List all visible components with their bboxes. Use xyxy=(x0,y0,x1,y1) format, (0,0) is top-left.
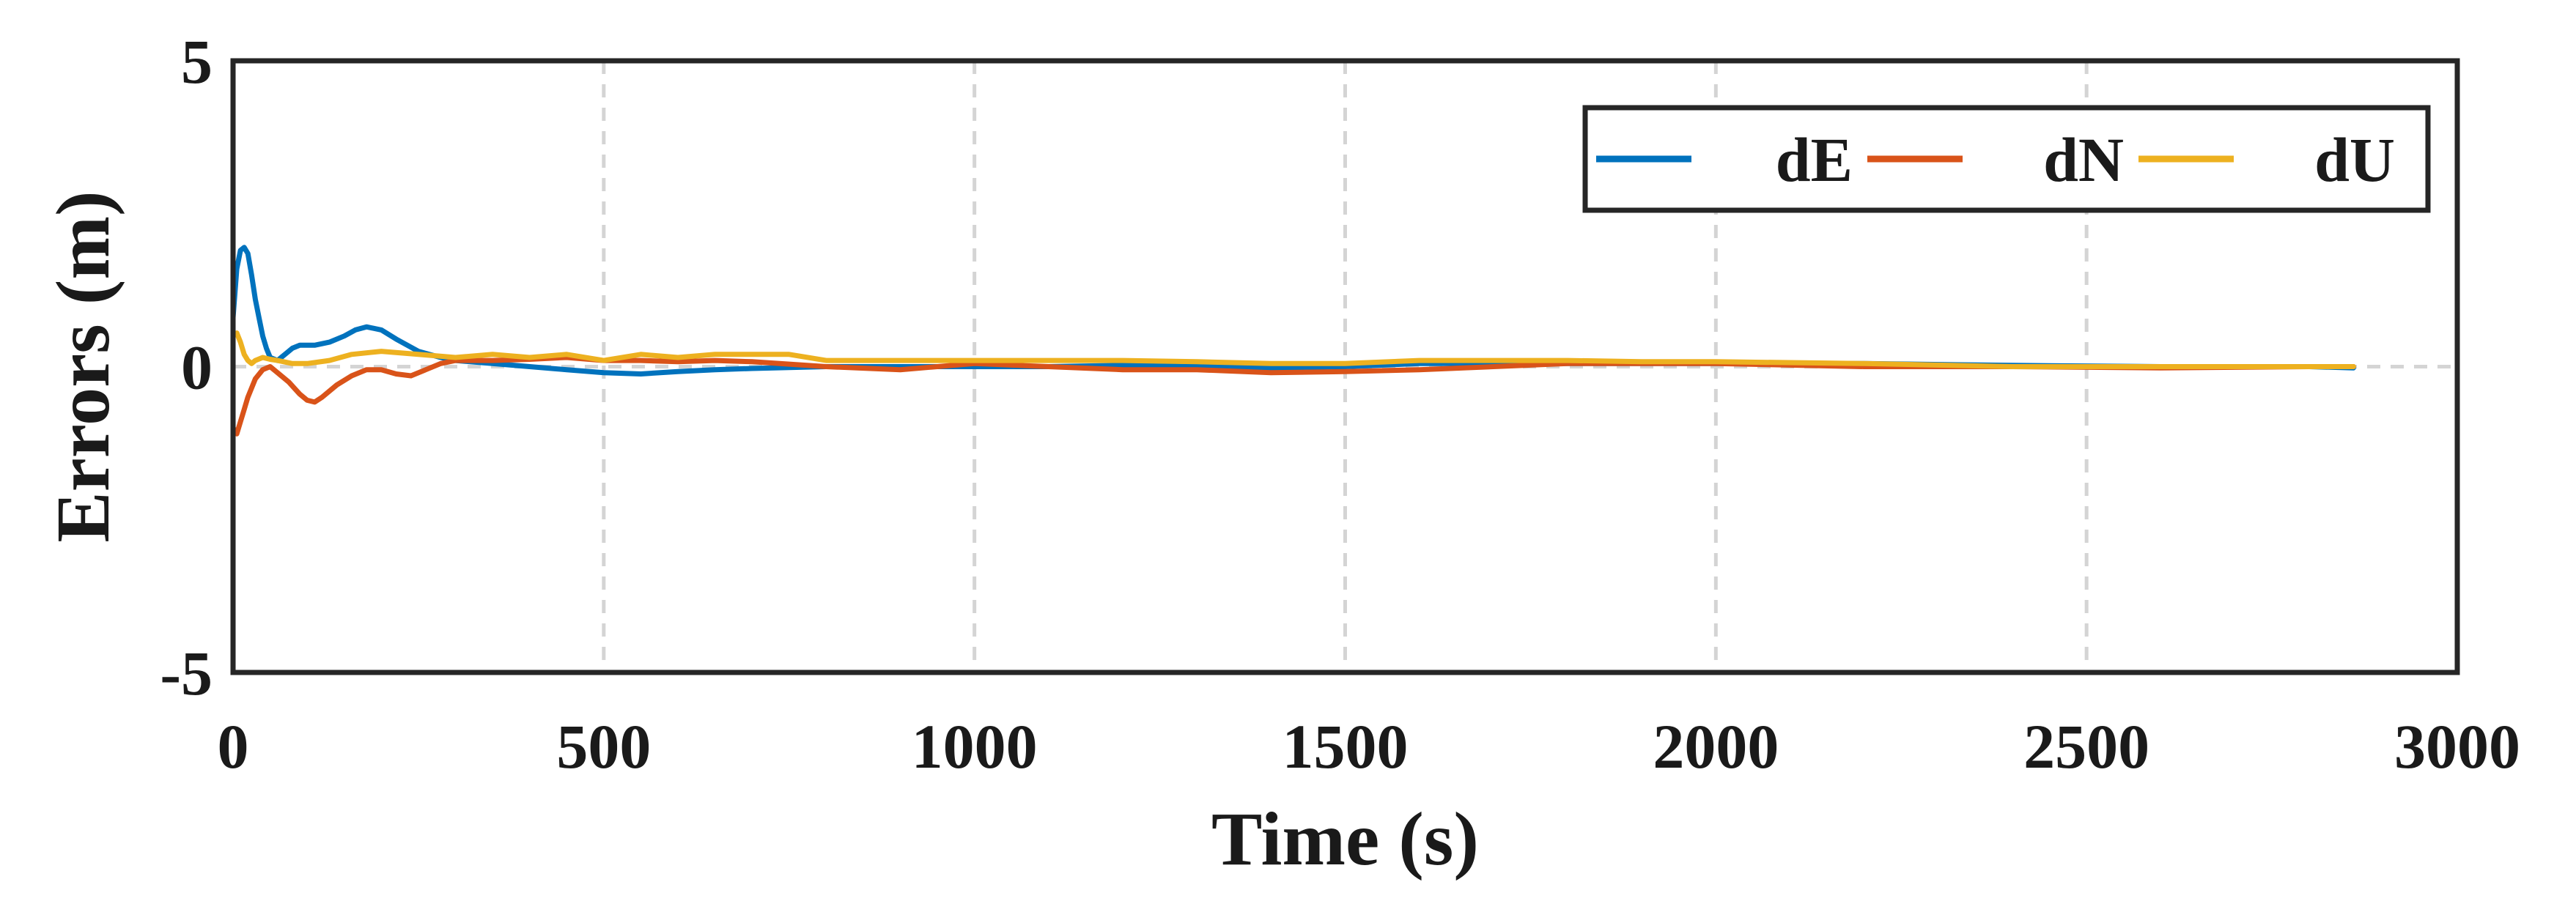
y-tick-label: 0 xyxy=(181,333,213,403)
series-line-dU xyxy=(230,330,2356,369)
legend-box xyxy=(1582,105,2431,213)
plot-frame xyxy=(230,58,2460,675)
x-tick-label: 1500 xyxy=(1283,711,1409,782)
x-axis-label: Time (s) xyxy=(1211,797,1479,881)
x-tick-label: 0 xyxy=(218,711,249,782)
legend-label-dN: dN xyxy=(2043,125,2124,195)
x-tick-label: 1000 xyxy=(912,711,1038,782)
x-tick-label: 3000 xyxy=(2394,711,2520,782)
legend-label-dE: dE xyxy=(1776,125,1853,195)
legend-label-dU: dU xyxy=(2314,125,2395,195)
x-tick-label: 2500 xyxy=(2023,711,2149,782)
x-tick-label: 2000 xyxy=(1653,711,1779,782)
y-tick-labels: -5 0 5 xyxy=(160,26,213,708)
series-line-dE xyxy=(230,245,2356,377)
y-tick-label: 5 xyxy=(181,26,213,97)
y-axis-label: Errors (m) xyxy=(41,190,125,542)
legend: dE dN dU xyxy=(1582,105,2431,213)
x-tick-label: 500 xyxy=(556,711,651,782)
y-tick-label: -5 xyxy=(160,638,213,708)
x-tick-labels: 0 500 1000 1500 2000 2500 3000 xyxy=(218,711,2521,782)
series-lines xyxy=(230,245,2356,437)
